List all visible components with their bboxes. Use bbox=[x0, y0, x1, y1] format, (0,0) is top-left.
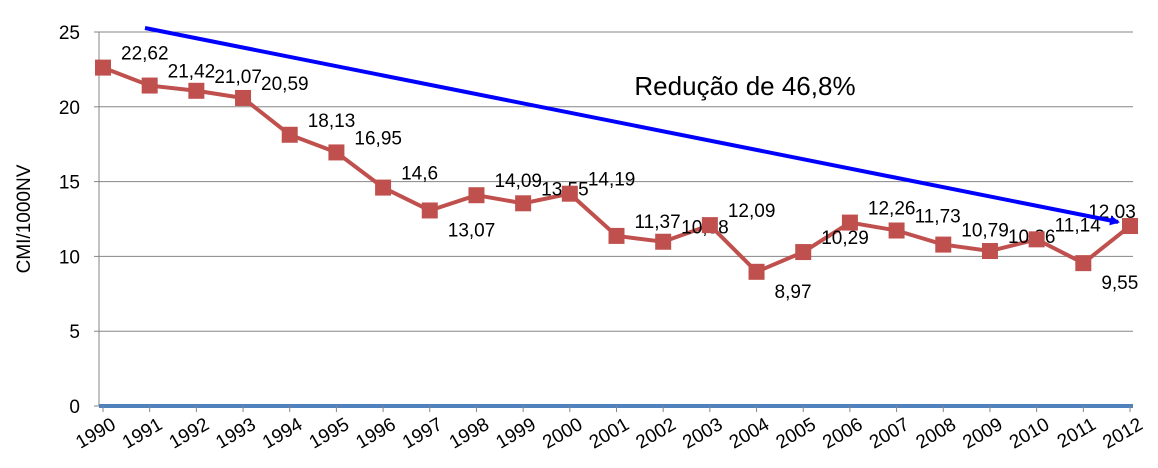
x-tick-label: 1994 bbox=[259, 414, 306, 454]
x-tick-label: 2000 bbox=[539, 414, 586, 453]
data-label: 12,09 bbox=[728, 201, 776, 222]
data-label: 8,97 bbox=[775, 282, 812, 303]
data-label: 14,19 bbox=[588, 170, 636, 191]
x-tick-label: 1998 bbox=[446, 414, 493, 453]
data-label: 21,07 bbox=[214, 67, 262, 88]
marker bbox=[1028, 231, 1045, 248]
y-tick-label: 5 bbox=[69, 322, 80, 343]
marker bbox=[748, 263, 765, 280]
data-label: 16,95 bbox=[354, 128, 402, 149]
data-label: 11,73 bbox=[915, 207, 961, 228]
y-tick-label: 25 bbox=[59, 23, 80, 44]
x-tick-label: 2012 bbox=[1099, 414, 1146, 453]
x-tick-label: 1993 bbox=[212, 414, 259, 453]
x-tick-label: 2008 bbox=[913, 414, 960, 453]
x-tick-label: 1995 bbox=[306, 414, 353, 453]
y-tick-label: 10 bbox=[59, 247, 80, 268]
x-tick-label: 2004 bbox=[726, 414, 773, 454]
marker bbox=[1075, 255, 1092, 272]
x-tick-label: 1992 bbox=[166, 414, 213, 453]
x-tick-label: 1997 bbox=[399, 414, 446, 453]
data-label: 20,59 bbox=[261, 74, 309, 95]
marker bbox=[328, 144, 345, 161]
marker bbox=[141, 77, 158, 94]
data-label: 14,6 bbox=[401, 164, 438, 185]
marker bbox=[1122, 218, 1138, 235]
marker bbox=[515, 195, 532, 212]
x-tick-label: 1990 bbox=[72, 414, 119, 453]
x-tick-label: 2001 bbox=[586, 414, 633, 453]
x-tick-label: 1996 bbox=[352, 414, 399, 453]
y-tick-label: 15 bbox=[59, 173, 80, 194]
data-label: 18,13 bbox=[308, 111, 356, 132]
x-tick-label: 2010 bbox=[1006, 414, 1053, 453]
x-tick-label: 1991 bbox=[119, 414, 166, 453]
marker bbox=[421, 202, 438, 219]
marker bbox=[95, 59, 111, 76]
data-label: 11,14 bbox=[1055, 215, 1102, 236]
y-tick-label: 0 bbox=[69, 397, 80, 418]
data-label: 9,55 bbox=[1101, 273, 1138, 294]
annotation: Redução de 46,8% bbox=[634, 71, 855, 101]
marker bbox=[375, 179, 392, 196]
x-tick-label: 2011 bbox=[1054, 414, 1100, 453]
marker bbox=[841, 214, 858, 231]
marker bbox=[888, 222, 905, 239]
x-tick-label: 2005 bbox=[773, 414, 820, 453]
marker bbox=[795, 244, 812, 261]
marker bbox=[935, 236, 952, 253]
marker bbox=[468, 187, 485, 204]
marker bbox=[281, 126, 298, 143]
data-label: 13,07 bbox=[448, 220, 496, 241]
x-tick-label: 2003 bbox=[679, 414, 726, 453]
data-label: 22,62 bbox=[121, 44, 169, 65]
marker bbox=[655, 233, 672, 250]
marker bbox=[188, 82, 205, 99]
data-label: 12,26 bbox=[868, 199, 916, 220]
data-label: 11,37 bbox=[635, 212, 681, 233]
marker bbox=[235, 89, 252, 106]
marker bbox=[561, 185, 578, 202]
x-tick-label: 2002 bbox=[633, 414, 680, 453]
data-label: 10,79 bbox=[961, 221, 1009, 242]
trend-arrow bbox=[144, 26, 1120, 226]
data-label: 14,09 bbox=[494, 171, 542, 192]
y-axis-label: CMI/1000NV bbox=[14, 164, 35, 273]
data-label: 21,42 bbox=[168, 62, 216, 83]
data-label: 10,29 bbox=[821, 228, 869, 249]
y-tick-label: 20 bbox=[59, 98, 80, 119]
marker bbox=[981, 243, 998, 260]
marker bbox=[701, 217, 718, 234]
x-tick-label: 2007 bbox=[866, 414, 913, 453]
x-tick-label: 1999 bbox=[493, 414, 540, 453]
marker bbox=[608, 227, 625, 244]
x-tick-label: 2006 bbox=[819, 414, 866, 453]
x-tick-label: 2009 bbox=[959, 414, 1006, 453]
